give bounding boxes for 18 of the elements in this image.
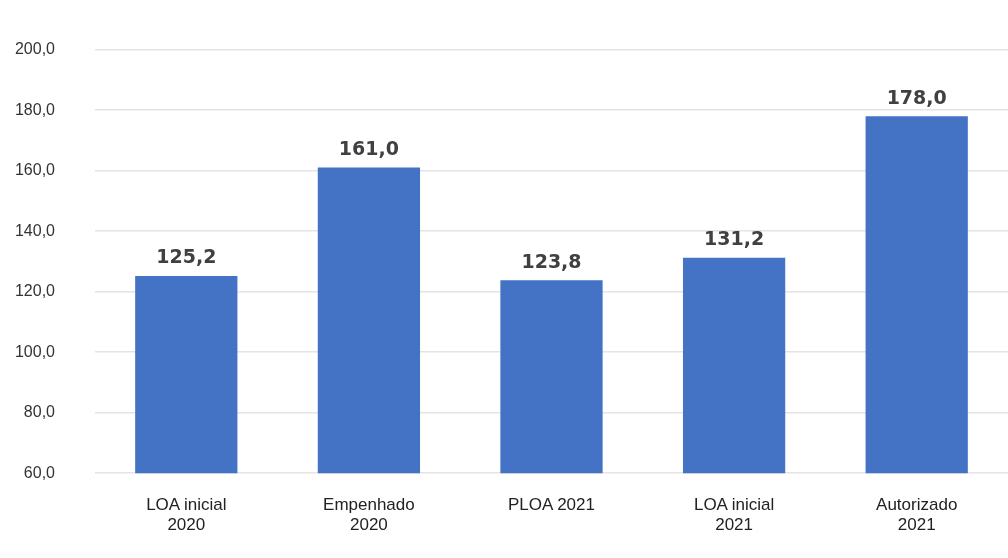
data-label: 125,2 <box>156 245 217 268</box>
x-tick-label: LOA inicial 2021 <box>693 495 775 535</box>
data-label: 161,0 <box>338 137 399 160</box>
y-tick-label: 160,0 <box>14 161 56 179</box>
y-tick-label: 180,0 <box>14 100 56 118</box>
data-label: 123,8 <box>521 249 582 272</box>
data-label: 178,0 <box>886 85 947 108</box>
y-tick-label: 200,0 <box>14 40 56 58</box>
data-label: 131,2 <box>704 227 765 250</box>
x-tick-label: PLOA 2021 <box>508 495 595 515</box>
x-tick-label: Autorizado 2021 <box>876 495 958 535</box>
y-tick-label: 140,0 <box>14 221 56 239</box>
y-tick-label: 60,0 <box>23 463 56 481</box>
x-tick-label: Empenhado 2020 <box>323 495 415 535</box>
x-tick-label: LOA inicial 2020 <box>146 495 227 535</box>
y-tick-label: 120,0 <box>14 282 56 300</box>
y-tick-label: 80,0 <box>23 403 56 421</box>
y-tick-label: 100,0 <box>14 342 56 360</box>
